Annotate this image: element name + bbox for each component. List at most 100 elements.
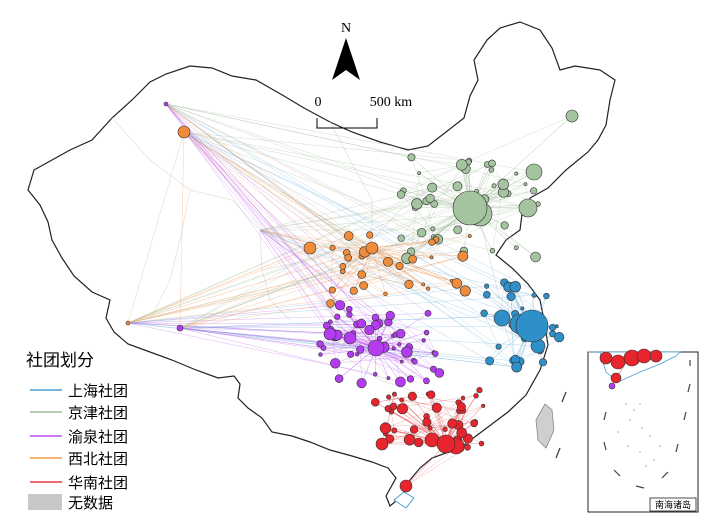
network-link bbox=[165, 103, 400, 267]
yuquan-city-node bbox=[423, 329, 430, 336]
huanan-city-node bbox=[426, 390, 436, 399]
hainan-outline bbox=[393, 491, 415, 509]
network-link bbox=[375, 396, 413, 403]
jingjin-city-node bbox=[455, 159, 468, 171]
jingjin-city-node bbox=[523, 182, 528, 186]
network-link bbox=[385, 407, 437, 429]
jingjin-city-node bbox=[488, 167, 495, 173]
yuquan-city-node bbox=[323, 327, 337, 341]
network-link bbox=[179, 327, 401, 383]
shanghai-city-node bbox=[511, 361, 523, 373]
xibei-city-node bbox=[429, 255, 434, 260]
yuquan-city-node bbox=[330, 358, 341, 369]
xibei-city-node bbox=[408, 254, 417, 264]
xibei-city-node bbox=[425, 286, 431, 291]
network-link bbox=[411, 157, 462, 166]
shanghai-city-node bbox=[485, 356, 495, 366]
network-link bbox=[381, 405, 484, 445]
network-link bbox=[179, 186, 458, 329]
network-link bbox=[335, 353, 436, 364]
jingjin-city-node bbox=[453, 225, 463, 235]
network-link bbox=[406, 203, 539, 259]
legend-swatch-no-data bbox=[28, 494, 62, 510]
yuquan-city-node bbox=[334, 300, 346, 311]
network-link bbox=[183, 131, 487, 295]
inset-city-node bbox=[599, 351, 613, 365]
yuquan-city-node bbox=[423, 377, 430, 385]
legend: 社团划分 上海社团 京津社团 渝泉社团 西北社团 华南社团 无数据 bbox=[26, 351, 128, 512]
network-link bbox=[179, 187, 433, 329]
inset-city-node bbox=[610, 372, 622, 384]
network-link bbox=[400, 164, 464, 195]
network-link bbox=[388, 322, 401, 382]
jingjin-city-node bbox=[530, 187, 538, 195]
jingjin-city-node bbox=[565, 109, 579, 123]
xibei-city-node bbox=[383, 256, 393, 267]
shanghai-city-node bbox=[506, 292, 516, 301]
taiwan-no-data bbox=[535, 403, 555, 449]
network-link bbox=[165, 103, 358, 325]
yuquan-city-node bbox=[395, 328, 406, 339]
yuquan-city-node bbox=[385, 310, 395, 321]
network-link bbox=[342, 271, 429, 289]
shanghai-city-node bbox=[515, 309, 549, 343]
huanan-city-node bbox=[476, 387, 483, 394]
network-link bbox=[183, 131, 435, 204]
network-link bbox=[165, 103, 404, 191]
yuquan-city-node bbox=[176, 324, 184, 332]
jingjin-city-node bbox=[396, 190, 406, 199]
yuquan-city-node bbox=[395, 376, 406, 388]
network-link bbox=[127, 191, 504, 324]
network-link bbox=[259, 203, 417, 231]
network-link bbox=[405, 443, 447, 487]
yuquan-city-node bbox=[163, 101, 169, 107]
xibei-city-node bbox=[357, 270, 366, 279]
network-link bbox=[165, 103, 517, 368]
huanan-city-node bbox=[396, 403, 408, 415]
network-link bbox=[445, 395, 477, 445]
shanghai-city-node bbox=[484, 283, 490, 289]
jingjin-city-node bbox=[452, 181, 463, 192]
network-link bbox=[127, 203, 464, 324]
network-link bbox=[183, 131, 354, 291]
network-link bbox=[371, 247, 452, 282]
yuquan-city-node bbox=[373, 372, 378, 377]
network-link bbox=[259, 229, 516, 315]
network-link bbox=[127, 131, 185, 324]
network-link bbox=[389, 424, 459, 440]
network-link bbox=[165, 103, 433, 243]
legend-label-jingjin: 京津社团 bbox=[68, 404, 128, 422]
network-link bbox=[259, 229, 364, 286]
scale-zero-label: 0 bbox=[315, 95, 322, 110]
network-link bbox=[179, 256, 463, 329]
network-link bbox=[320, 347, 377, 355]
xibei-city-node bbox=[303, 241, 317, 255]
network-link bbox=[259, 213, 481, 231]
yuquan-city-node bbox=[346, 305, 353, 313]
network-link bbox=[411, 157, 427, 202]
network-link bbox=[127, 322, 331, 334]
shanghai-city-node bbox=[531, 292, 537, 298]
north-label: N bbox=[341, 21, 351, 36]
network-link bbox=[179, 131, 185, 329]
huanan-city-node bbox=[442, 426, 448, 432]
network-link bbox=[179, 247, 373, 329]
north-arrow-right-half bbox=[346, 38, 360, 80]
shanghai-city-node bbox=[543, 292, 550, 300]
jingjin-city-node bbox=[488, 159, 496, 168]
yuquan-city-node bbox=[334, 313, 341, 320]
china-outline bbox=[27, 21, 616, 509]
yuquan-city-node bbox=[391, 346, 396, 351]
network-link bbox=[183, 131, 470, 161]
shanghai-city-node bbox=[483, 290, 491, 299]
network-link bbox=[342, 271, 409, 285]
network-link bbox=[165, 103, 361, 350]
network-link bbox=[165, 103, 540, 322]
yuquan-city-node bbox=[386, 376, 391, 380]
network-link bbox=[127, 258, 413, 324]
network-link bbox=[179, 327, 376, 347]
network-link bbox=[259, 229, 535, 296]
network-link bbox=[179, 283, 457, 329]
network-link bbox=[179, 327, 402, 362]
huanan-city-node bbox=[403, 433, 416, 446]
